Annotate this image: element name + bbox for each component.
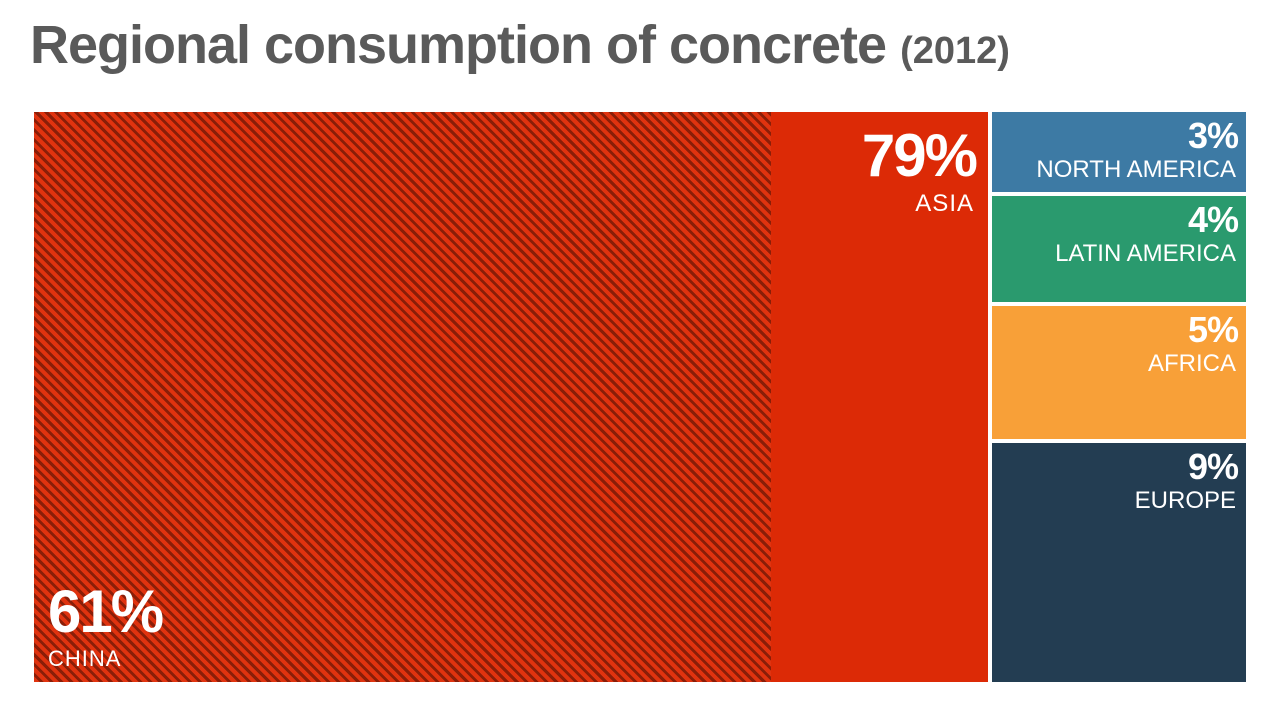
- treemap-tile-china: 61% CHINA: [34, 112, 771, 682]
- tile-label-africa: AFRICA: [1147, 350, 1236, 377]
- treemap-tile-latin_america: 4% LATIN AMERICA: [992, 196, 1246, 302]
- treemap-tile-europe: 9% EUROPE: [992, 443, 1246, 682]
- tile-label-asia: ASIA: [915, 190, 974, 217]
- tile-value-asia: 79%: [861, 122, 978, 189]
- chart-title-text: Regional consumption of concrete: [30, 15, 887, 75]
- tile-value-africa: 5%: [1187, 309, 1239, 350]
- tile-label-north_america: NORTH AMERICA: [1036, 156, 1236, 183]
- treemap-tile-africa: 5% AFRICA: [992, 306, 1246, 439]
- tile-label-latin_america: LATIN AMERICA: [1055, 240, 1236, 267]
- chart-title-year: (2012): [900, 30, 1010, 72]
- treemap-tile-asia: 61% CHINA 79% ASIA: [34, 112, 988, 682]
- tile-value-north_america: 3%: [1187, 115, 1239, 156]
- tile-value-latin_america: 4%: [1187, 199, 1239, 240]
- chart-title: Regional consumption of concrete (2012): [30, 14, 1010, 76]
- treemap-tile-north_america: 3% NORTH AMERICA: [992, 112, 1246, 192]
- tile-value-europe: 9%: [1187, 446, 1239, 487]
- tile-label-europe: EUROPE: [1134, 487, 1236, 514]
- tile-label-china: CHINA: [48, 646, 122, 671]
- tile-value-china: 61%: [48, 578, 164, 645]
